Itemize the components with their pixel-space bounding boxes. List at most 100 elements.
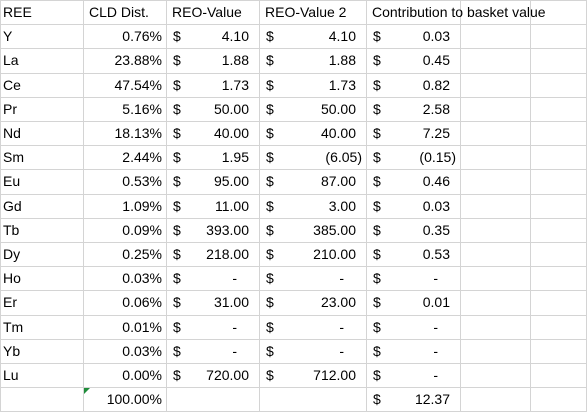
contribution-cell: - <box>433 342 438 359</box>
currency-sign: $ <box>266 246 274 262</box>
contribution-cell: 0.03 <box>422 28 450 45</box>
reo-value-cell: 218.00 <box>206 246 249 262</box>
distribution-cell: 0.01% <box>122 318 162 335</box>
grid-line <box>0 169 587 170</box>
grid-line <box>0 97 587 98</box>
grid-line <box>0 24 587 25</box>
reo-value-cell: 1.88 <box>221 52 249 69</box>
grid-line <box>0 363 587 364</box>
currency-sign: $ <box>173 100 181 117</box>
currency-sign: $ <box>373 342 381 359</box>
distribution-cell: 47.54% <box>114 76 162 93</box>
currency-sign: $ <box>266 100 274 117</box>
reo-value-cell: 95.00 <box>213 173 249 190</box>
error-indicator <box>84 388 90 394</box>
element-cell: Gd <box>3 197 22 214</box>
currency-sign: $ <box>173 270 181 287</box>
element-cell: Tb <box>3 221 20 238</box>
currency-sign: $ <box>266 173 274 190</box>
reo-value-2-cell: 385.00 <box>313 221 356 238</box>
reo-value-2-cell: 87.00 <box>320 173 356 190</box>
reo-value-2-cell: 23.00 <box>320 294 356 311</box>
currency-sign: $ <box>373 294 381 311</box>
currency-sign: $ <box>173 197 181 214</box>
grid-line <box>0 48 587 49</box>
reo-value-cell: - <box>232 342 237 359</box>
grid-line <box>0 315 587 316</box>
total-distribution: 100.00% <box>106 391 162 408</box>
reo-value-2-cell: - <box>339 318 344 335</box>
reo-value-2-cell: 40.00 <box>320 125 356 141</box>
reo-value-2-cell: 3.00 <box>328 197 356 214</box>
currency-sign: $ <box>266 270 274 287</box>
grid-line <box>0 339 587 340</box>
element-cell: Ho <box>3 270 21 287</box>
currency-sign: $ <box>373 221 381 238</box>
grid-line <box>0 290 587 291</box>
grid-line <box>0 266 587 267</box>
reo-value-cell: 1.73 <box>221 76 249 93</box>
distribution-cell: 0.03% <box>122 270 162 287</box>
contribution-cell: (0.15) <box>419 149 456 166</box>
contribution-cell: - <box>433 318 438 335</box>
currency-sign: $ <box>373 318 381 335</box>
element-cell: Y <box>3 28 13 45</box>
grid-line <box>0 242 587 243</box>
currency-sign: $ <box>373 246 381 262</box>
element-cell: Ce <box>3 76 21 93</box>
total-contribution: 12.37 <box>414 391 450 408</box>
contribution-cell: 0.45 <box>422 52 450 69</box>
contribution-cell: - <box>433 367 438 383</box>
element-cell: La <box>3 52 19 69</box>
column-header: REO-Value <box>172 4 242 20</box>
element-cell: Dy <box>3 246 21 262</box>
currency-sign: $ <box>173 76 181 93</box>
element-cell: Yb <box>3 342 21 359</box>
element-cell: Er <box>3 294 17 311</box>
currency-sign: $ <box>373 125 381 141</box>
contribution-cell: 7.25 <box>422 125 450 141</box>
reo-value-cell: 393.00 <box>206 221 249 238</box>
reo-value-cell: 720.00 <box>206 367 249 383</box>
distribution-cell: 0.76% <box>122 28 162 45</box>
currency-sign: $ <box>373 100 381 117</box>
reo-value-cell: 31.00 <box>213 294 249 311</box>
reo-value-cell: 4.10 <box>221 28 249 45</box>
currency-sign: $ <box>266 76 274 93</box>
currency-sign: $ <box>373 173 381 190</box>
grid-line <box>0 218 587 219</box>
distribution-cell: 0.06% <box>122 294 162 311</box>
reo-value-2-cell: 4.10 <box>328 28 356 45</box>
currency-sign: $ <box>173 28 181 45</box>
distribution-cell: 0.25% <box>122 246 162 262</box>
grid-line <box>460 0 461 412</box>
reo-value-2-cell: (6.05) <box>325 149 362 166</box>
distribution-cell: 0.00% <box>122 367 162 383</box>
contribution-cell: 0.46 <box>422 173 450 190</box>
grid-line <box>83 0 84 412</box>
currency-sign: $ <box>173 342 181 359</box>
column-header: REO-Value 2 <box>265 4 347 20</box>
currency-sign: $ <box>373 149 381 166</box>
contribution-cell: 0.53 <box>422 246 450 262</box>
currency-sign: $ <box>266 125 274 141</box>
currency-sign: $ <box>266 52 274 69</box>
reo-value-cell: - <box>232 270 237 287</box>
currency-sign: $ <box>373 391 381 408</box>
reo-value-2-cell: 50.00 <box>320 100 356 117</box>
column-header: REE <box>3 4 32 20</box>
currency-sign: $ <box>373 367 381 383</box>
grid-line <box>0 0 1 412</box>
distribution-cell: 23.88% <box>114 52 162 69</box>
grid-line <box>530 0 531 412</box>
currency-sign: $ <box>373 197 381 214</box>
reo-value-cell: 11.00 <box>215 197 249 214</box>
grid-line <box>366 0 367 412</box>
reo-value-2-cell: - <box>339 270 344 287</box>
grid-line <box>0 121 587 122</box>
distribution-cell: 2.44% <box>122 149 162 166</box>
currency-sign: $ <box>173 294 181 311</box>
reo-value-cell: 1.95 <box>221 149 249 166</box>
element-cell: Nd <box>3 125 21 141</box>
